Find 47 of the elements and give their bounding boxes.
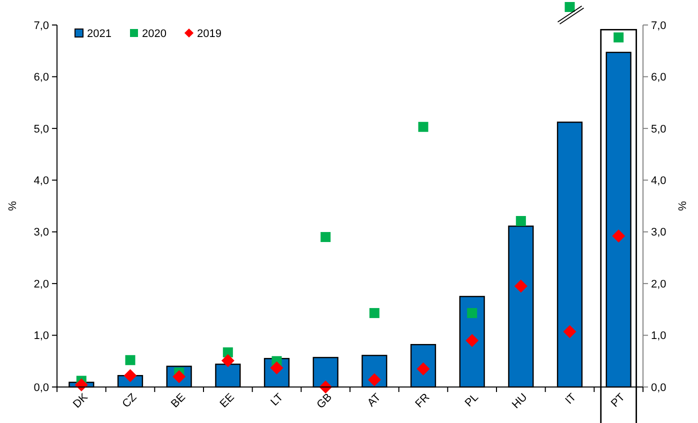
point — [516, 216, 526, 226]
point — [466, 334, 479, 347]
point — [418, 122, 428, 132]
y2-tick-label: 1,0 — [651, 330, 666, 342]
x-tick-label: LT — [268, 391, 286, 408]
y-tick-label: 1,0 — [34, 330, 49, 342]
x-tick-label: EE — [218, 391, 237, 410]
point — [369, 308, 380, 318]
y2-axis-title: % — [677, 200, 689, 211]
point — [368, 373, 381, 386]
legend-label: 2020 — [142, 28, 166, 40]
x-tick-label: PT — [609, 391, 628, 410]
y-tick-label: 5,0 — [34, 123, 49, 136]
y2-tick-label: 4,0 — [651, 174, 666, 187]
x-tick-label: AT — [365, 391, 384, 410]
x-tick-label: IT — [563, 391, 579, 407]
point — [320, 232, 331, 242]
x-tick-label: CZ — [120, 391, 140, 410]
y2-tick-label: 5,0 — [651, 123, 666, 136]
legend-label: 2021 — [87, 28, 112, 40]
y-tick-label: 6,0 — [34, 72, 49, 84]
x-tick-label: FR — [413, 391, 432, 410]
y-axis-title: % — [7, 200, 19, 211]
x-tick-label: DK — [70, 390, 91, 411]
y-tick-label: 3,0 — [34, 226, 49, 239]
x-tick-label: BE — [169, 391, 188, 410]
point — [612, 229, 626, 242]
point — [221, 354, 234, 368]
point — [514, 280, 528, 293]
y-tick-label: 2,0 — [34, 278, 49, 290]
point — [124, 369, 137, 382]
y2-tick-label: 7,0 — [651, 20, 666, 32]
y-tick-label: 4,0 — [34, 174, 49, 187]
y2-tick-label: 3,0 — [651, 226, 666, 239]
y-tick-label: 7,0 — [34, 20, 49, 32]
y-tick-label: 0,0 — [34, 382, 49, 394]
x-tick-label: HU — [510, 391, 530, 412]
point — [467, 308, 478, 318]
point — [125, 355, 136, 366]
x-tick-label: GB — [314, 391, 334, 412]
point — [614, 32, 624, 42]
legend-label: 2019 — [197, 28, 222, 40]
x-tick-label: PL — [462, 391, 481, 410]
point — [563, 325, 576, 338]
y2-tick-label: 2,0 — [651, 278, 666, 290]
y2-tick-label: 6,0 — [651, 72, 666, 84]
y2-tick-label: 0,0 — [651, 382, 666, 394]
